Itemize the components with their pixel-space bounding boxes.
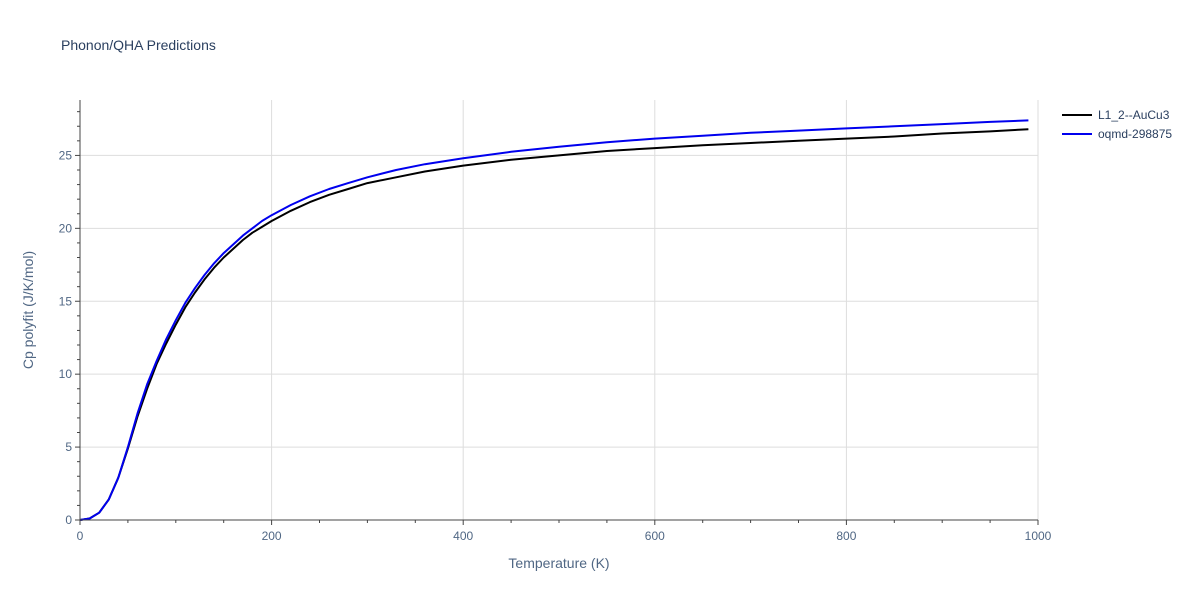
x-tick-label: 0	[77, 529, 84, 543]
legend-item[interactable]: oqmd-298875	[1062, 127, 1172, 141]
x-tick-label: 400	[453, 529, 473, 543]
grid	[80, 100, 1039, 520]
series-lines	[79, 119, 1029, 521]
y-tick-label: 20	[59, 221, 73, 235]
x-tick-label: 800	[836, 529, 856, 543]
chart-title: Phonon/QHA Predictions	[61, 37, 216, 53]
legend-item[interactable]: L1_2--AuCu3	[1062, 108, 1170, 122]
legend-label: oqmd-298875	[1098, 127, 1172, 141]
y-tick-label: 5	[65, 440, 72, 454]
x-tick-label: 200	[262, 529, 282, 543]
legend[interactable]: L1_2--AuCu3 oqmd-298875	[1062, 108, 1172, 141]
x-tick-label: 600	[645, 529, 665, 543]
y-axis-title: Cp polyfit (J/K/mol)	[20, 251, 36, 369]
x-axis-title: Temperature (K)	[508, 555, 609, 571]
y-tick-label: 15	[59, 294, 73, 308]
legend-label: L1_2--AuCu3	[1098, 108, 1170, 122]
series-line-2	[79, 119, 1029, 521]
x-tick-label: 1000	[1025, 529, 1052, 543]
axes	[75, 100, 1039, 525]
y-tick-label: 0	[65, 513, 72, 527]
tick-labels: 0 200 400 600 800 1000 0 5 10 15 20 25	[59, 148, 1052, 543]
y-tick-label: 25	[59, 148, 73, 162]
series-line-1	[79, 128, 1029, 521]
y-tick-label: 10	[59, 367, 73, 381]
